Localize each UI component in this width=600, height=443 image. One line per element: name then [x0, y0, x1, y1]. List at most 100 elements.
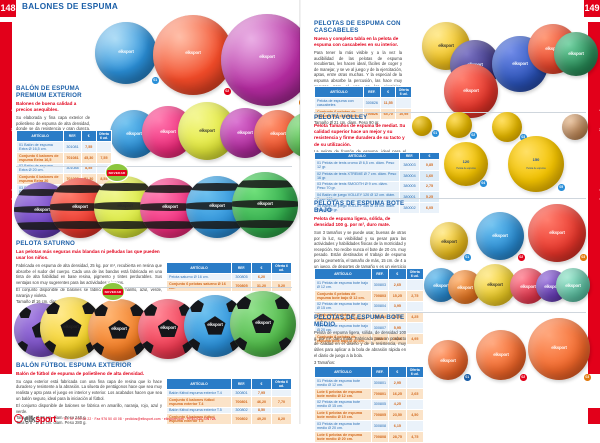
cell-price: 2,65 [389, 280, 406, 291]
ball-bote-medio-medium: elksport [476, 330, 526, 380]
ref-badge-01: 01 [432, 130, 439, 137]
left-page: 148 BALONES DE ESPUMA balones para enseñ… [0, 0, 300, 424]
section-title: PELOTA SATURNO [16, 240, 162, 247]
cell-offer [96, 142, 111, 153]
table-row: 01 Pelota de espuma bote bajo Ø 12 cm.30… [315, 280, 424, 291]
ball-volley-small-1 [412, 116, 432, 136]
ball-logo: elksport [95, 49, 157, 54]
section-body: Su capa exterior está fabricada con una … [16, 379, 162, 402]
photo-premium-large: elksport 01 elksport 02 elksport 03 [95, 14, 295, 114]
col-articulo: ARTÍCULO [315, 367, 372, 378]
cell-article: Pelota de espuma con cascabeles [315, 98, 364, 109]
col-price: € [252, 263, 272, 274]
col-price: € [81, 131, 96, 142]
section-title: PELOTAS DE ESPUMA BOTE BAJO [314, 200, 406, 214]
table-row: 02 Pelota de espuma bote bajo Ø 15 cm.30… [315, 301, 424, 312]
volley-size-label: 120 [444, 159, 488, 164]
ref-badge-01: 01 [152, 77, 159, 84]
col-offer: Oferta 6 ud. [96, 131, 111, 142]
side-tab-left: balones para enseñar y jugar [0, 22, 12, 374]
cell-ref: 301081 [64, 142, 81, 153]
divider [16, 166, 292, 167]
section-lead: Pelota de espuma ligera, sólida, de dens… [314, 330, 406, 358]
pentagon-patch [233, 337, 248, 350]
cell-offer [406, 301, 423, 312]
cell-offer [406, 280, 423, 291]
pentagon-patch [90, 342, 104, 354]
ref-badge-01: 01 [464, 374, 471, 381]
cell-ref: 700808 [371, 431, 388, 442]
cell-article: Lote 6 pelotas de espuma bote medio Ø 20… [315, 431, 372, 442]
table-row: Conjunto 6 pelotas de espuma bote bajo Ø… [315, 290, 424, 301]
col-price: € [252, 379, 272, 390]
col-price: € [389, 269, 406, 280]
hand-holding-ball [562, 114, 588, 140]
cell-price: 11,55 [380, 98, 396, 109]
novedad-badge: NOVEDAD [106, 164, 128, 181]
cell-offer [406, 323, 423, 334]
elksport-mark-icon [14, 414, 23, 423]
cell-article: Conjunto 6 balones de espuma Extra 16,5 [17, 152, 64, 163]
cell-article: Conjunto 6 pelotas de espuma bote bajo Ø… [315, 290, 372, 301]
photo-bote-bajo-trio: elksport 01 elksport 02 elksport 03 [430, 204, 586, 264]
ball-saturno-green: elksport [232, 172, 298, 238]
table-row: Lote 6 pelotas de espuma bote medio Ø 20… [315, 431, 424, 442]
cell-ref: 300808 [371, 421, 388, 432]
section-title: BALÓN FÚTBOL ESPUMA EXTERIOR [16, 362, 162, 369]
photo-premium-row: elksport elksport elksport elksport elks… [110, 100, 300, 162]
col-articulo: ARTÍCULO [167, 263, 232, 274]
photo-cascabeles-cluster: elksport elksport elksport elksport elks… [416, 18, 586, 110]
ball-logo: elksport [528, 230, 586, 235]
ball-logo: elksport [476, 233, 524, 238]
col-articulo: ARTÍCULO [17, 131, 64, 142]
photo-bote-bajo-row: elksport elksport elksport elksport elks… [424, 262, 588, 308]
cell-offer: 4,75 [406, 431, 423, 442]
cell-ref: 701081 [64, 152, 81, 163]
cell-price: 7,95 [252, 390, 272, 397]
cell-offer: 4,25 [406, 312, 423, 323]
ref-badge-05: 05 [558, 184, 565, 191]
ball-volley-small-2 [446, 112, 472, 138]
pentagon-patch [16, 341, 28, 352]
pentagon-patch [42, 340, 56, 352]
section-title: BALÓN DE ESPUMA PREMIUM EXTERIOR [16, 85, 90, 99]
divider [314, 312, 586, 313]
ref-badge-04: 04 [480, 180, 487, 187]
ball-bote-bajo-red: elksport [528, 204, 586, 262]
cell-article: Pelota saturno Ø 16 cm. [167, 274, 232, 281]
pentagon-patch [143, 303, 157, 316]
ball-bote-medio-large: elksport [528, 318, 590, 380]
side-tab-right: balones para enseñar y jugar [588, 22, 600, 374]
table-row: Conjunto 6 balones fútbol espuma exterio… [167, 396, 292, 407]
cell-article: 03 Pelota de tenis SMOOTH Ø 9 cm. diám. … [315, 181, 400, 192]
section-lead: Pelota de espuma ligera, sólida, de dens… [314, 216, 406, 228]
ball-volley-small-3 [492, 112, 522, 142]
cell-ref: 300804 [371, 301, 388, 312]
cell-offer: 7,70 [272, 396, 292, 407]
col-articulo: ARTÍCULO [315, 87, 364, 98]
cell-article: 01 Pelota de tenis cromo Ø 6,5 cm. diám.… [315, 160, 400, 171]
cell-price: 15,25 [389, 290, 406, 301]
table-row: 01 Balón de espuma Extra Ø 16,5 cm.30108… [17, 142, 112, 153]
col-ref: REF. [64, 131, 81, 142]
cell-article: Lote 6 pelotas de espuma bote medio Ø 15… [315, 410, 372, 421]
table-row: 02 Pelota de espuma bote medio Ø 15 cm.3… [315, 399, 424, 410]
cell-price: 7,55 [81, 142, 96, 153]
page-header-left: BALONES DE ESPUMA [22, 2, 118, 11]
cell-offer: 2,75 [406, 290, 423, 301]
photo-bote-medio-trio: elksport 01 elksport 02 elksport 03 [428, 318, 586, 384]
pentagon-patch [18, 306, 31, 318]
cell-price: 6,20 [252, 274, 272, 281]
ref-badge-03: 03 [580, 254, 587, 261]
ball-logo: elksport [430, 239, 468, 244]
col-articulo: ARTÍCULO [167, 379, 232, 390]
pentagon-patch [186, 338, 200, 350]
page-number-right: 149 [584, 0, 600, 17]
table-row: Lote 6 pelotas de espuma bote medio Ø 12… [315, 388, 424, 399]
section-lead: Balón de fútbol de espuma de polietileno… [16, 371, 162, 377]
section-body: Fabricada en espuma de alta densidad, 25… [16, 263, 162, 286]
